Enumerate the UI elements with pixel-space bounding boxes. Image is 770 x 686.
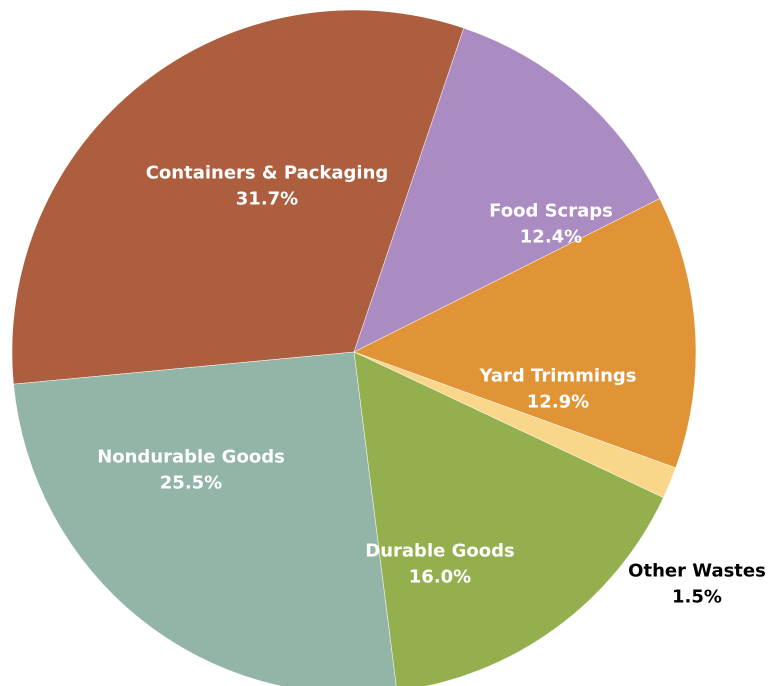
slice-label-food-scraps: Food Scraps 12.4%: [489, 200, 613, 247]
slice-value-label: 16.0%: [409, 567, 471, 588]
pie-slice-food-scraps: [353, 27, 661, 353]
slice-value-label: 31.7%: [236, 189, 298, 210]
slice-category-label: Food Scraps: [489, 200, 613, 221]
slice-label-durable-goods: Durable Goods 16.0%: [365, 540, 514, 587]
slice-category-label: Containers & Packaging: [146, 162, 389, 183]
pie-labels: Containers & Packaging 31.7% Food Scraps 12…: [97, 162, 766, 607]
pie-slice-containers-packaging: [11, 9, 465, 385]
slice-category-label: Durable Goods: [365, 540, 514, 561]
pie-slice-durable-goods: [353, 351, 664, 686]
slice-label-nondurable-goods: Nondurable Goods 25.5%: [97, 446, 285, 493]
slice-category-label: Other Wastes: [628, 560, 766, 581]
slice-value-label: 12.9%: [527, 392, 589, 413]
slice-value-label: 12.4%: [520, 227, 582, 248]
slice-label-yard-trimmings: Yard Trimmings 12.9%: [479, 365, 637, 412]
slice-label-containers-packaging: Containers & Packaging 31.7%: [146, 162, 389, 209]
slice-value-label: 25.5%: [160, 473, 222, 494]
pie-slice-nondurable-goods: [13, 351, 397, 686]
pie-slice-yard-trimmings: [353, 198, 697, 469]
slice-category-label: Nondurable Goods: [97, 446, 285, 467]
slice-value-label: 1.5%: [672, 587, 722, 608]
slice-category-label: Yard Trimmings: [479, 365, 637, 386]
slice-label-other-wastes: Other Wastes 1.5%: [628, 560, 766, 607]
pie-slices: [11, 9, 697, 686]
